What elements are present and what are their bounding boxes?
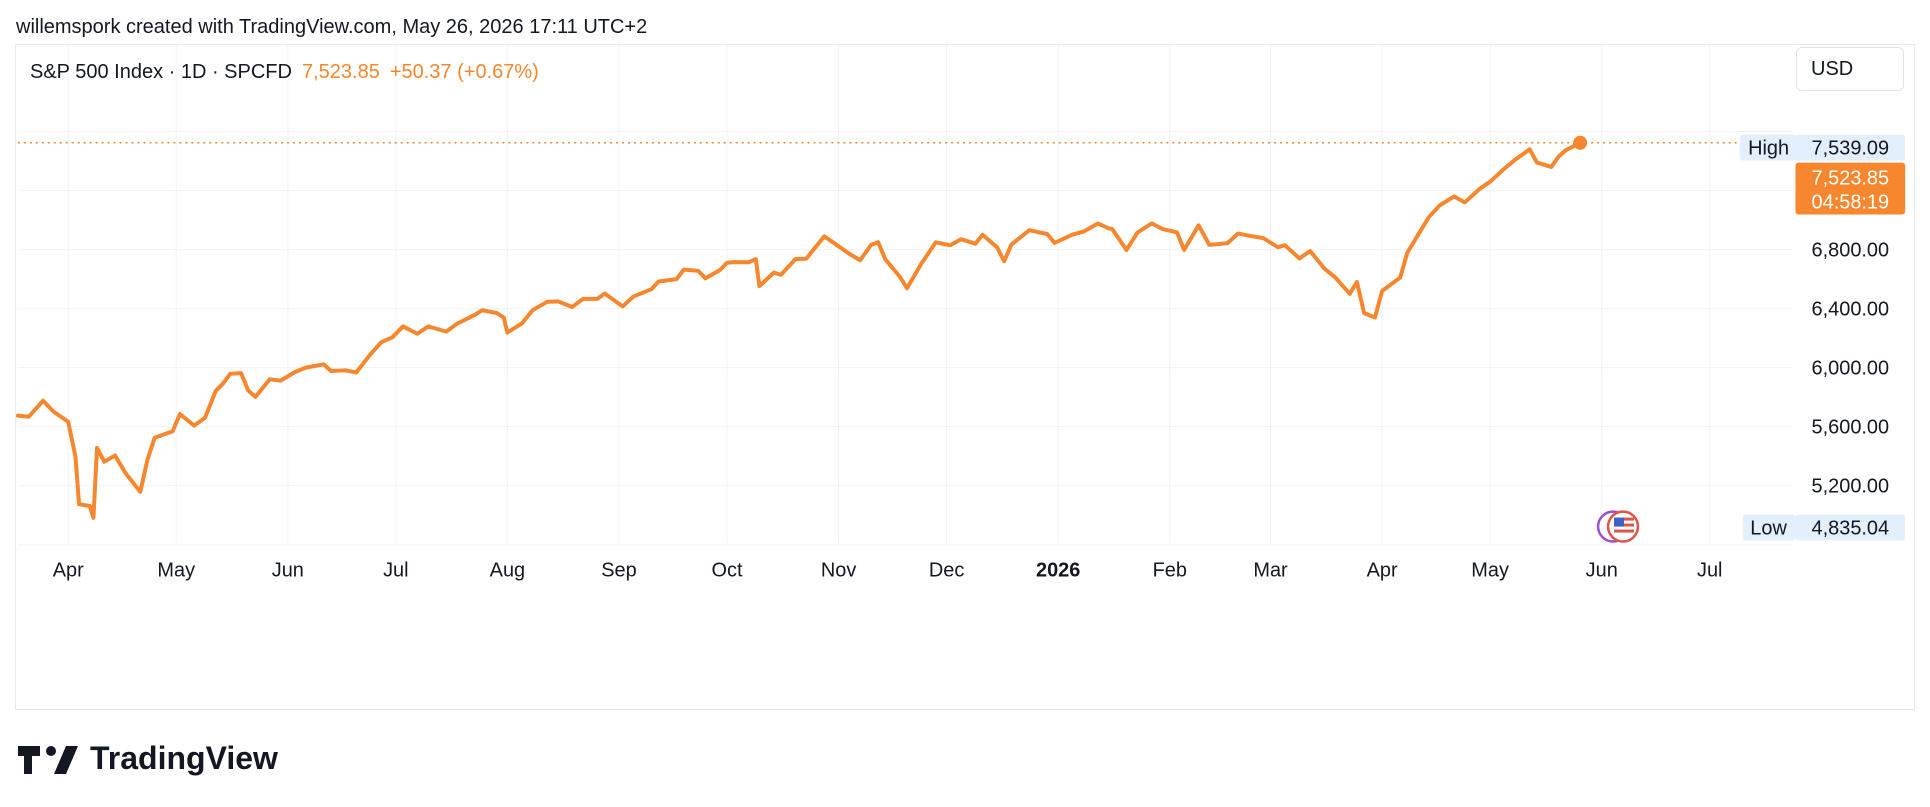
last-price-dot bbox=[1573, 135, 1588, 150]
price-chart[interactable]: Apr May Jun Jul Aug Sep Oct Nov Dec 2026 Feb Mar Apr… bbox=[16, 45, 1914, 709]
attribution-text: willemspork created with TradingView.com… bbox=[16, 16, 648, 38]
series-line bbox=[16, 140, 1583, 520]
x-tick-label: Nov bbox=[821, 559, 856, 581]
chart-grid bbox=[17, 45, 1793, 546]
tradingview-logo-icon bbox=[18, 745, 78, 774]
y-tick-label: 6,000.00 bbox=[1812, 358, 1890, 380]
x-tick-label: 2026 bbox=[1036, 559, 1080, 581]
x-tick-label: Apr bbox=[53, 559, 84, 581]
x-tick-label: Mar bbox=[1253, 559, 1288, 581]
y-tick-label: 5,200.00 bbox=[1812, 476, 1890, 498]
x-tick-label: Aug bbox=[490, 559, 525, 581]
x-tick-label: Feb bbox=[1153, 559, 1187, 581]
low-value: 4,835.04 bbox=[1812, 518, 1890, 540]
tradingview-wordmark: TradingView bbox=[90, 740, 278, 776]
x-tick-label: Jun bbox=[1586, 559, 1618, 581]
x-tick-label: Apr bbox=[1367, 559, 1398, 581]
x-tick-label: May bbox=[157, 559, 195, 581]
bar-countdown: 04:58:19 bbox=[1812, 192, 1890, 214]
tradingview-logo[interactable]: TradingView bbox=[18, 740, 278, 777]
y-tick-label: 6,400.00 bbox=[1812, 299, 1890, 321]
symbol-title[interactable]: S&P 500 Index · 1D · SPCFD bbox=[30, 61, 292, 83]
symbol-legend: S&P 500 Index · 1D · SPCFD 7,523.85 +50.… bbox=[30, 61, 539, 84]
legend-price: 7,523.85 bbox=[301, 61, 380, 83]
x-tick-label: Dec bbox=[929, 559, 964, 581]
x-tick-label: May bbox=[1471, 559, 1509, 581]
y-tick-label: 6,800.00 bbox=[1812, 240, 1890, 262]
legend-change: +50.37 (+0.67%) bbox=[389, 61, 539, 83]
low-marker: Low 4,835.04 bbox=[1742, 514, 1906, 541]
currency-button[interactable]: USD bbox=[1796, 47, 1904, 91]
low-label: Low bbox=[1750, 518, 1787, 540]
x-tick-label: Sep bbox=[601, 559, 636, 581]
last-price-badge: 7,523.85 04:58:19 bbox=[1795, 162, 1906, 215]
x-axis: Apr May Jun Jul Aug Sep Oct Nov Dec 2026 Feb Mar Apr… bbox=[53, 559, 1723, 581]
x-tick-label: Jul bbox=[1697, 559, 1722, 581]
us-flag-event-icon[interactable] bbox=[1596, 510, 1640, 543]
y-axis: 5,200.00 5,600.00 6,000.00 6,400.00 6,800.00… bbox=[1812, 181, 1890, 498]
last-price-value: 7,523.85 bbox=[1812, 168, 1890, 190]
x-tick-label: Oct bbox=[711, 559, 742, 581]
high-value: 7,539.09 bbox=[1812, 138, 1890, 160]
x-tick-label: Jun bbox=[272, 559, 304, 581]
y-tick-label: 5,600.00 bbox=[1812, 417, 1890, 439]
high-label: High bbox=[1748, 138, 1789, 160]
high-marker: High 7,539.09 bbox=[1739, 134, 1906, 161]
chart-pane[interactable]: Apr May Jun Jul Aug Sep Oct Nov Dec 2026 Feb Mar Apr… bbox=[15, 44, 1915, 710]
x-tick-label: Jul bbox=[383, 559, 408, 581]
